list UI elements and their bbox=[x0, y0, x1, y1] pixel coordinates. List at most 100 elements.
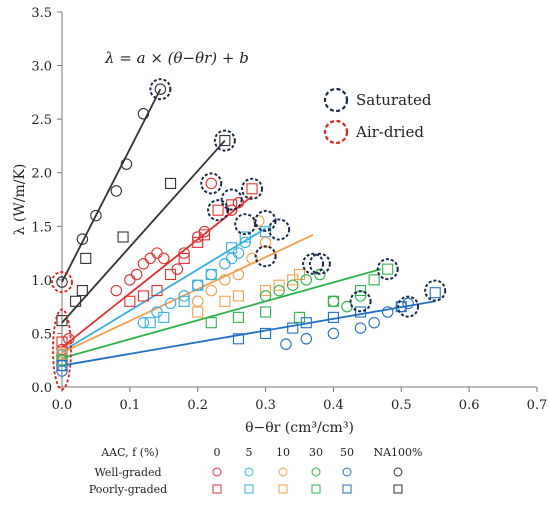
point-square bbox=[165, 268, 177, 281]
point-circle bbox=[402, 297, 414, 310]
legend-marker bbox=[323, 87, 349, 113]
point-circle bbox=[341, 300, 353, 313]
point-circle bbox=[273, 284, 285, 297]
legend-square-marker bbox=[342, 484, 352, 494]
legend-group-label: AAC, f (%) bbox=[100, 446, 159, 459]
legend-square-marker bbox=[393, 484, 403, 494]
legend-circle-marker bbox=[342, 467, 352, 477]
point-circle bbox=[151, 247, 163, 259]
point-circle bbox=[232, 268, 245, 281]
point-circle bbox=[164, 297, 177, 310]
saturated-marker bbox=[308, 252, 331, 275]
point-square bbox=[327, 295, 339, 307]
point-square bbox=[80, 252, 92, 264]
legend-level-label: NA100% bbox=[373, 446, 422, 459]
point-square bbox=[246, 183, 258, 195]
point-circle bbox=[144, 252, 156, 265]
point-square bbox=[429, 287, 441, 299]
point-square bbox=[192, 279, 204, 291]
point-square bbox=[56, 315, 68, 327]
point-circle bbox=[110, 284, 123, 297]
point-circle bbox=[300, 333, 313, 345]
point-circle bbox=[137, 316, 150, 329]
highlight-legend: Saturated Air-dried bbox=[323, 87, 432, 145]
y-tick-label: 0.0 bbox=[31, 381, 52, 396]
legend-circle-marker bbox=[278, 467, 288, 477]
saturated-marker bbox=[234, 213, 257, 236]
point-square bbox=[117, 231, 129, 243]
fit-line-30 bbox=[61, 268, 382, 359]
point-square bbox=[395, 301, 407, 313]
point-square bbox=[56, 360, 68, 372]
point-square bbox=[260, 285, 272, 297]
legend-row-label: Well-graded bbox=[94, 466, 161, 479]
x-tick-label: 0.2 bbox=[187, 398, 208, 413]
point-circle bbox=[354, 322, 367, 334]
legend-level-label: 10 bbox=[276, 446, 290, 459]
point-square bbox=[192, 236, 204, 248]
y-tick-label: 2.0 bbox=[31, 167, 52, 182]
point-square bbox=[273, 279, 285, 291]
x-tick-label: 0.4 bbox=[323, 398, 344, 413]
y-axis-title: λ (W/m/K) bbox=[12, 164, 28, 236]
fit-line-10 bbox=[61, 234, 314, 354]
x-tick-label: 0.5 bbox=[391, 398, 412, 413]
legend-label: Air-dried bbox=[355, 123, 424, 141]
point-circle bbox=[154, 83, 167, 95]
point-circle bbox=[219, 274, 231, 286]
point-square bbox=[178, 252, 190, 264]
point-square bbox=[260, 327, 272, 339]
x-tick-label: 0.6 bbox=[459, 398, 480, 413]
y-tick-label: 1.0 bbox=[31, 274, 52, 289]
point-square bbox=[226, 242, 238, 254]
point-circle bbox=[300, 274, 313, 286]
bottom-legend: AAC, f (%) 0 5 10 30 50 NA100% Well-graded Poorl… bbox=[89, 446, 423, 496]
saturated-marker bbox=[200, 172, 223, 195]
point-circle bbox=[205, 177, 218, 190]
point-circle bbox=[368, 316, 380, 329]
point-circle bbox=[259, 236, 272, 249]
y-tick-label: 1.5 bbox=[31, 220, 52, 235]
saturated-marker bbox=[149, 78, 172, 101]
point-square bbox=[178, 295, 190, 307]
saturated-marker bbox=[207, 199, 230, 222]
legend-circle-marker bbox=[212, 467, 222, 477]
x-tick-label: 0.1 bbox=[120, 398, 141, 413]
point-circle bbox=[225, 252, 238, 265]
point-circle bbox=[205, 268, 218, 281]
point-square bbox=[239, 231, 251, 243]
legend-square-marker bbox=[244, 484, 254, 494]
point-square bbox=[368, 274, 380, 286]
legend-square-marker bbox=[311, 484, 321, 494]
fit-lines bbox=[61, 88, 436, 367]
fit-line-NA100 bbox=[61, 88, 162, 283]
x-tick-label: 0.0 bbox=[52, 398, 73, 413]
point-circle bbox=[137, 258, 150, 270]
point-circle bbox=[246, 252, 258, 265]
point-circle bbox=[232, 196, 245, 209]
point-square bbox=[355, 306, 367, 318]
axes: 0.0 0.1 0.2 0.3 0.4 0.5 0.6 0.7 0.0 0.5 1.0 1.5 2.0 2… bbox=[12, 6, 547, 436]
point-square bbox=[355, 285, 367, 297]
saturated-marker bbox=[376, 258, 399, 281]
point-square bbox=[151, 285, 163, 297]
point-circle bbox=[327, 327, 340, 340]
point-square bbox=[158, 311, 170, 323]
fit-line-50 bbox=[61, 300, 436, 367]
point-square bbox=[205, 317, 217, 329]
legend-circle-marker bbox=[393, 467, 403, 477]
legend-circle-marker bbox=[311, 467, 321, 477]
point-square bbox=[232, 333, 244, 345]
point-square bbox=[137, 290, 149, 302]
y-tick-label: 0.5 bbox=[31, 327, 52, 342]
point-square bbox=[165, 177, 177, 189]
fit-line-5 bbox=[61, 227, 267, 353]
point-square bbox=[192, 306, 204, 318]
point-square bbox=[144, 317, 156, 329]
saturated-marker bbox=[268, 218, 291, 241]
point-square bbox=[232, 311, 244, 323]
legend-level-label: 0 bbox=[214, 446, 221, 459]
point-square bbox=[76, 285, 88, 297]
saturated-marker bbox=[302, 252, 325, 275]
